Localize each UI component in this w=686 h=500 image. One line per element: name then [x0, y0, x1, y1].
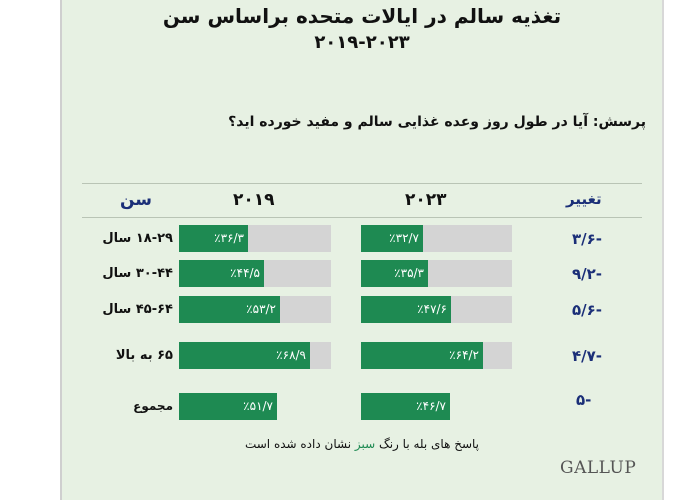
bar-2019: [179, 225, 248, 252]
panel-edge-left: [60, 0, 62, 500]
bar-2019: [179, 296, 280, 323]
age-group-label: ۴۵-۶۴ سال: [102, 302, 173, 317]
bar-value-label-2019: ٪۵۱/۷: [243, 399, 273, 413]
bar-value-label-2019: ٪۵۳/۲: [246, 302, 276, 316]
age-group-label: ۱۸-۲۹ سال: [102, 231, 173, 246]
survey-question: پرسش: آیا در طول روز وعده غذایی سالم و م…: [228, 114, 646, 130]
bar-value-label-2023: ٪۴۶/۷: [416, 399, 446, 413]
gallup-logo: GALLUP: [560, 458, 637, 478]
age-group-label: ۳۰-۴۴ سال: [102, 266, 173, 281]
bar-value-label-2019: ٪۴۴/۵: [230, 266, 260, 280]
bar-2019: [179, 260, 264, 287]
panel-edge-right: [662, 0, 664, 500]
footnote: پاسخ های بله با رنگ سبز نشان داده شده اس…: [62, 437, 662, 451]
bar-2023: [361, 260, 428, 287]
bar-2019: [179, 342, 310, 369]
column-header-2019: ۲۰۱۹: [233, 190, 275, 210]
footnote-green-word: سبز: [354, 437, 376, 451]
column-header-age: سن: [120, 190, 153, 210]
column-header-change: تغییر: [566, 190, 602, 208]
header-divider-bottom: [82, 217, 642, 218]
bar-2023: [361, 296, 451, 323]
bar-2023: [361, 342, 483, 369]
change-value: ۹/۲-: [572, 265, 603, 283]
bar-value-label-2023: ٪۶۴/۲: [449, 348, 479, 362]
age-group-label: مجموع: [133, 399, 173, 413]
bar-value-label-2019: ٪۳۶/۳: [214, 231, 244, 245]
column-header-2023: ۲۰۲۳: [405, 190, 447, 210]
bar-value-label-2023: ٪۴۷/۶: [417, 302, 447, 316]
header-divider-top: [82, 183, 642, 184]
change-value: ۳/۶-: [572, 230, 603, 248]
chart-title: تغذیه سالم در ایالات متحده براساس سن: [162, 4, 562, 28]
bar-value-label-2023: ٪۳۲/۷: [389, 231, 419, 245]
bar-2023: [361, 225, 423, 252]
bar-2019: [179, 393, 277, 420]
bar-value-label-2023: ٪۳۵/۳: [394, 266, 424, 280]
age-group-label: ۶۵ به بالا: [115, 348, 173, 363]
change-value: ۵-: [576, 391, 592, 409]
chart-subtitle: ۲۰۱۹-۲۰۲۳: [314, 32, 410, 53]
change-value: ۴/۷-: [572, 347, 603, 365]
footnote-text-start: پاسخ های بله با رنگ: [375, 437, 480, 451]
bar-2023: [361, 393, 450, 420]
footnote-text-end: نشان داده شده است: [244, 437, 355, 451]
change-value: ۵/۶-: [572, 301, 603, 319]
bar-value-label-2019: ٪۶۸/۹: [276, 348, 306, 362]
